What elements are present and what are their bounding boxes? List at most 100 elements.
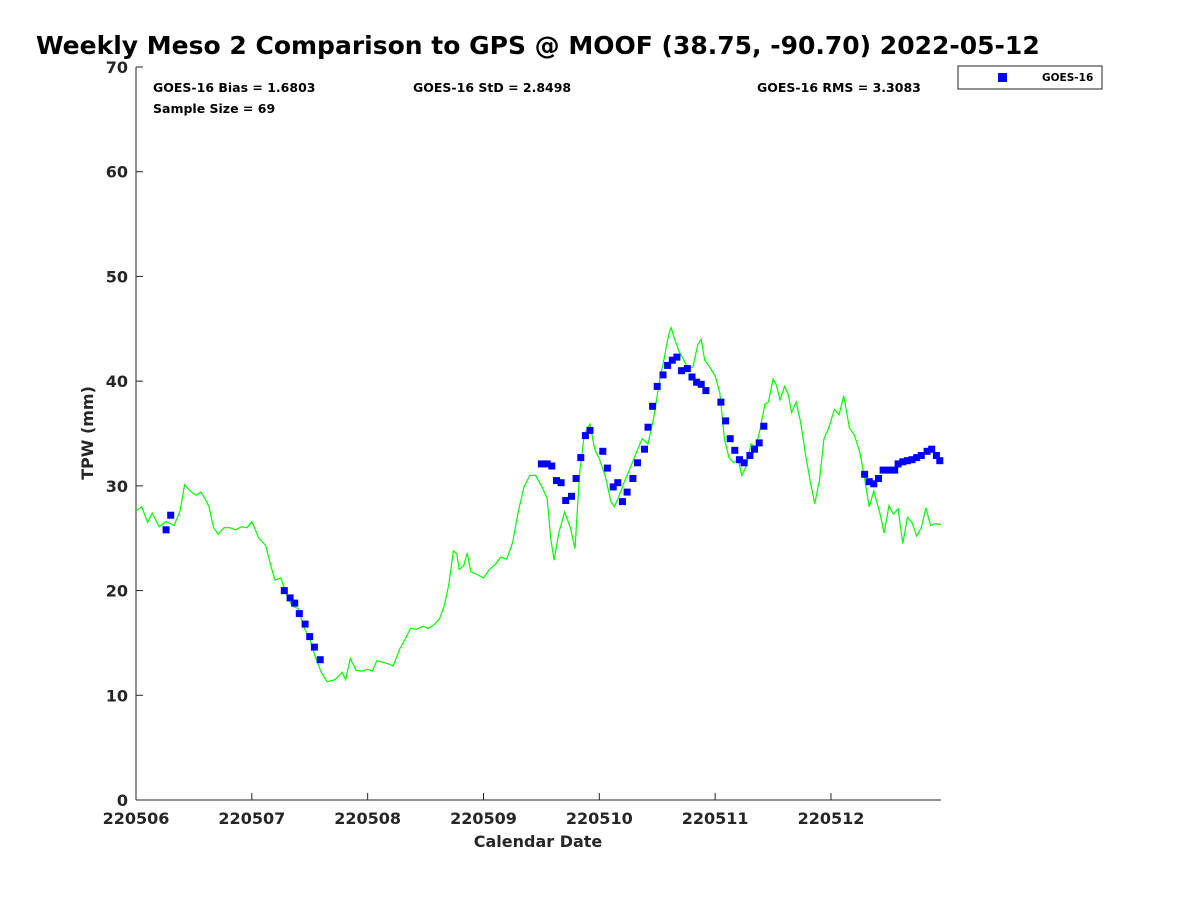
sample-size-stat: Sample Size = 69: [153, 101, 275, 116]
goes16-data-point: [572, 475, 580, 482]
goes16-data-point: [751, 445, 758, 453]
goes16-data-point: [614, 479, 622, 487]
goes16-data-point: [726, 435, 734, 443]
goes16-data-point: [291, 599, 299, 607]
goes16-data-point: [629, 475, 637, 482]
chart-title: Weekly Meso 2 Comparison to GPS @ MOOF (…: [36, 31, 1040, 60]
y-tick-label: 40: [106, 372, 128, 391]
y-tick-label: 10: [106, 686, 128, 705]
goes16-data-point: [870, 480, 878, 488]
goes16-data-point: [581, 432, 589, 440]
x-tick-label: 220507: [218, 809, 285, 828]
goes16-data-point: [609, 483, 617, 491]
legend-box: [957, 65, 1103, 90]
goes16-data-point: [697, 380, 705, 388]
goes16-data-point: [577, 454, 585, 462]
plot-area: [136, 67, 941, 800]
goes16-data-point: [746, 452, 754, 459]
goes16-data-point: [603, 464, 611, 472]
goes16-data-point: [653, 382, 661, 390]
goes16-data-point: [885, 466, 893, 474]
goes16-data-point: [562, 497, 570, 504]
goes16-data-point: [923, 447, 931, 455]
goes16-data-point: [731, 446, 739, 454]
y-tick-label: 70: [106, 58, 128, 77]
goes16-data-point: [688, 373, 696, 381]
goes16-data-point: [928, 445, 936, 453]
goes16-data-point: [875, 475, 882, 482]
goes16-data-point: [162, 526, 170, 534]
goes16-data-point: [619, 498, 626, 506]
goes16-data-point: [537, 460, 545, 468]
goes16-data-point: [936, 457, 944, 465]
y-tick-label: 30: [106, 477, 128, 496]
goes16-data-point: [623, 488, 631, 496]
legend-marker-square: [998, 73, 1007, 82]
x-tick-label: 220508: [334, 809, 401, 828]
goes16-data-point: [678, 367, 685, 375]
goes16-data-point: [673, 353, 681, 361]
goes16-data-point: [543, 460, 551, 468]
y-tick-label: 0: [117, 791, 128, 810]
x-axis-ticks: 220506 220507 220508 220509 220510 220511 2205…: [103, 793, 865, 828]
goes16-data-point: [634, 459, 641, 467]
goes16-data-point: [740, 459, 748, 467]
goes16-data-point: [702, 387, 710, 395]
goes16-data-point: [641, 445, 648, 453]
rms-stat: GOES-16 RMS = 3.3083: [757, 80, 921, 95]
goes16-data-point: [899, 458, 907, 466]
goes16-data-point: [306, 633, 314, 641]
goes16-data-point: [659, 371, 667, 379]
goes16-data-point: [903, 457, 911, 465]
goes16-data-point: [280, 587, 288, 595]
goes16-data-point: [736, 456, 743, 464]
goes16-data-point: [664, 361, 672, 369]
goes16-data-point: [301, 620, 309, 628]
goes16-data-point: [879, 466, 887, 474]
goes16-data-point: [568, 492, 575, 500]
y-axis-label: TPW (mm): [78, 386, 97, 480]
x-tick-label: 220510: [566, 809, 633, 828]
series-layer: [135, 325, 944, 683]
goes16-data-point: [548, 462, 556, 470]
legend-label-goes16: GOES-16: [1042, 72, 1093, 84]
goes16-data-point: [286, 594, 294, 602]
x-tick-label: 220506: [103, 809, 170, 828]
x-axis-label: Calendar Date: [474, 832, 603, 851]
y-tick-label: 20: [106, 582, 128, 601]
x-tick-label: 220509: [450, 809, 517, 828]
y-tick-label: 60: [106, 163, 128, 182]
goes16-data-point: [644, 423, 652, 431]
legend: GOES-16: [957, 65, 1103, 90]
goes16-data-point: [668, 356, 676, 364]
goes16-data-point: [722, 417, 730, 425]
goes16-data-point: [310, 643, 318, 651]
goes16-data-point: [717, 398, 725, 406]
goes16-data-point: [760, 422, 768, 430]
goes16-data-point: [649, 402, 657, 410]
y-tick-label: 50: [106, 267, 128, 286]
goes16-data-point: [865, 478, 873, 486]
goes16-data-point: [908, 456, 916, 464]
gps-reference-line: [135, 325, 942, 683]
goes16-data-point: [861, 470, 869, 478]
goes16-data-point: [599, 447, 607, 455]
goes16-data-point: [913, 454, 921, 462]
y-axis-ticks: 0 10 20 30 40 50 60 70: [106, 58, 143, 810]
goes16-data-point: [586, 426, 594, 434]
goes16-data-point: [917, 452, 925, 459]
goes16-data-point: [295, 610, 303, 618]
goes16-data-point: [557, 479, 565, 487]
goes16-data-point: [755, 439, 763, 447]
goes16-data-point: [693, 378, 701, 386]
std-stat: GOES-16 StD = 2.8498: [413, 80, 571, 95]
x-tick-label: 220511: [682, 809, 749, 828]
goes16-data-point: [932, 452, 940, 459]
goes16-data-point: [891, 466, 899, 474]
goes16-data-point: [553, 477, 560, 485]
goes16-data-point: [894, 460, 902, 468]
goes16-data-point: [316, 656, 324, 664]
bias-stat: GOES-16 Bias = 1.6803: [153, 80, 315, 95]
x-tick-label: 220512: [798, 809, 865, 828]
